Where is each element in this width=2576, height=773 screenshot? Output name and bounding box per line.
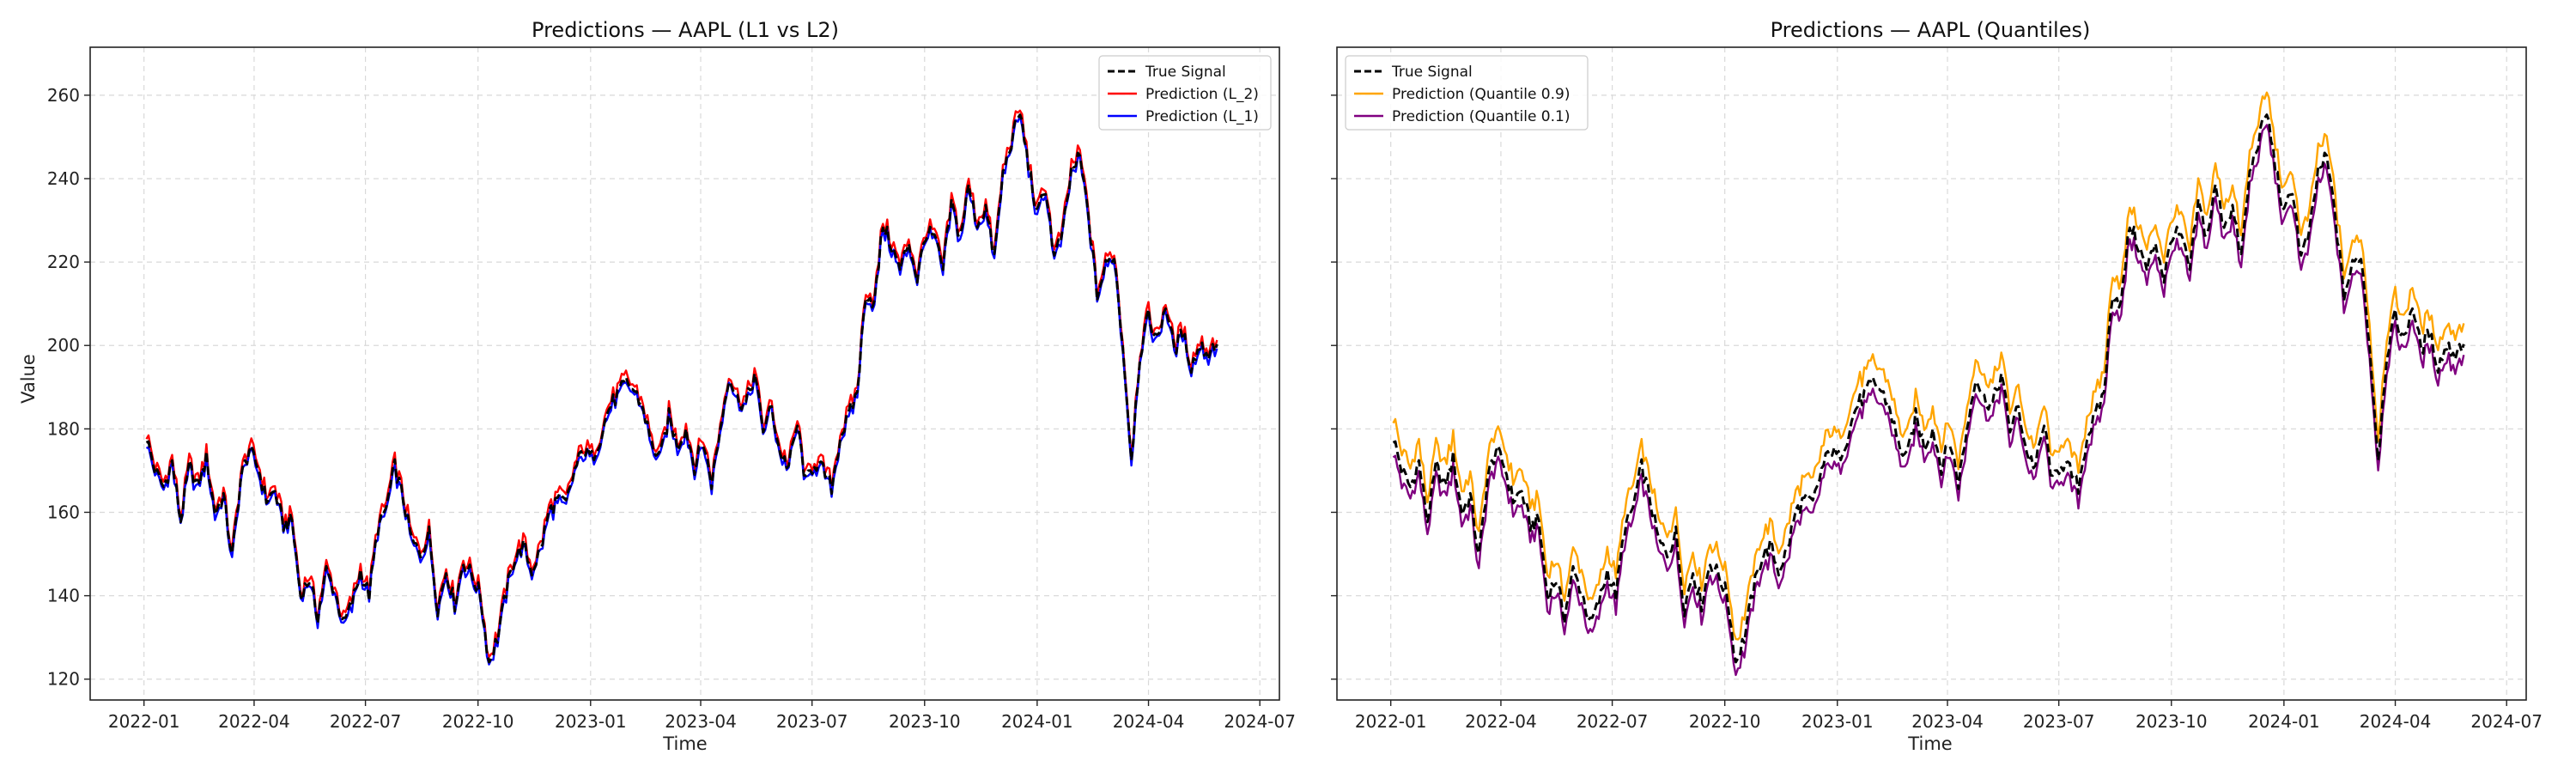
x-tick-label: 2022-01 [108,711,180,732]
legend: True Signal Prediction (Quantile 0.9) Pred… [1345,55,1589,131]
x-tick-label: 2024-07 [2470,711,2543,732]
plot-frame [1336,46,2527,701]
x-tick-label: 2024-01 [2248,711,2320,732]
x-tick-label: 2023-07 [2023,711,2095,732]
chart-panel-quantiles: Predictions — AAPL (Quantiles) Time 2022… [1331,18,2543,754]
legend-entry-label: Prediction (L_1) [1145,108,1259,125]
y-tick-label: 200 [47,335,80,356]
legend-box [1098,55,1272,131]
series-line-prediction-quantile-0-1 [1392,124,2465,677]
y-tick-label: 180 [47,418,80,439]
x-tick-label: 2022-07 [330,711,402,732]
y-tick-label: 260 [47,85,80,106]
series-line-prediction-quantile-0-9 [1392,91,2465,641]
x-tick-label: 2023-10 [889,711,961,732]
y-tick-label: 240 [47,168,80,189]
legend-entry-label: Prediction (Quantile 0.1) [1392,108,1570,125]
x-axis-label: Time [662,733,707,754]
grid [1337,47,2526,700]
x-tick-label: 2022-07 [1577,711,1649,732]
grid [90,47,1279,700]
x-tick-label: 2023-01 [1801,711,1874,732]
x-tick-label: 2022-10 [1689,711,1761,732]
x-tick-label: 2022-10 [442,711,514,732]
y-tick-label: 160 [47,502,80,522]
x-tick-label: 2022-04 [1465,711,1537,732]
series-line-true-signal [145,113,1218,664]
y-tick-label: 120 [47,669,80,690]
y-tick-label: 220 [47,252,80,272]
chart-title: Predictions — AAPL (Quantiles) [1771,18,2091,42]
x-tick-label: 2022-04 [218,711,290,732]
x-tick-label: 2023-10 [2136,711,2208,732]
x-tick-label: 2024-04 [2360,711,2432,732]
x-tick-label: 2023-01 [555,711,627,732]
x-tick-label: 2023-04 [665,711,737,732]
legend-entry-label: True Signal [1391,64,1473,81]
x-axis-label: Time [1907,733,1952,754]
legend-entry-label: Prediction (L_2) [1145,86,1259,103]
y-tick-label: 140 [47,586,80,606]
x-tick-label: 2024-01 [1001,711,1073,732]
x-tick-label: 2023-07 [776,711,848,732]
x-tick-label: 2023-04 [1911,711,1984,732]
legend-box [1345,55,1589,131]
legend-entry-label: Prediction (Quantile 0.9) [1392,86,1570,103]
x-tick-label: 2024-07 [1224,711,1296,732]
x-tick-label: 2024-04 [1113,711,1185,732]
x-tick-label: 2022-01 [1355,711,1427,732]
series-line-true-signal [1392,113,2465,664]
legend: True Signal Prediction (L_2) Prediction (L… [1098,55,1272,131]
chart-title: Predictions — AAPL (L1 vs L2) [532,18,839,42]
y-axis-label: Value [18,354,39,404]
legend-entry-label: True Signal [1145,64,1226,81]
chart-panel-l1-vs-l2: Predictions — AAPL (L1 vs L2) Time Value… [18,18,1296,754]
plot-frame [89,46,1280,701]
